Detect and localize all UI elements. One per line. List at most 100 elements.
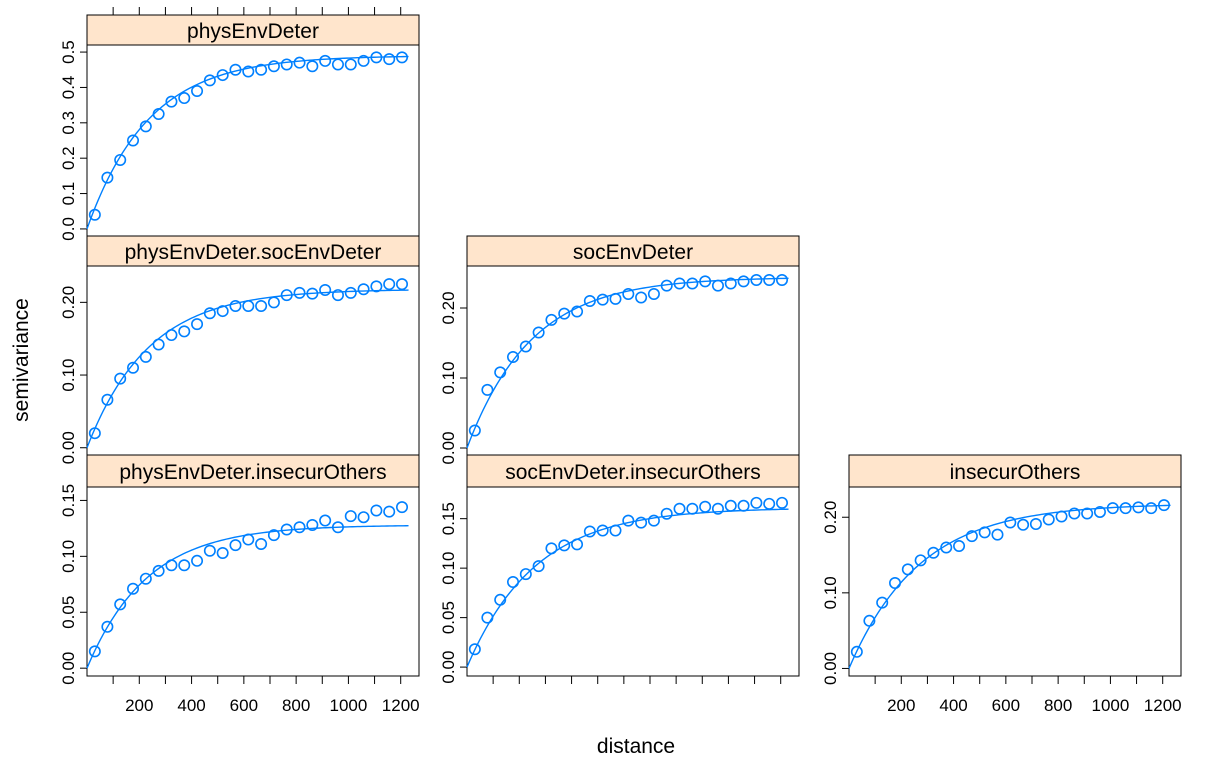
panel-title: physEnvDeter xyxy=(187,20,319,43)
data-point xyxy=(319,54,332,67)
data-point xyxy=(481,383,494,396)
data-point xyxy=(1055,510,1068,523)
model-line xyxy=(466,508,789,668)
data-point xyxy=(191,84,204,97)
data-point xyxy=(978,526,991,539)
data-point xyxy=(901,563,914,576)
data-point xyxy=(596,293,609,306)
data-point xyxy=(737,275,750,288)
data-point xyxy=(127,582,140,595)
panel-3: physEnvDeter.insecurOthers 0.00 0.05 0.10 0.… xyxy=(59,454,420,715)
data-point xyxy=(267,296,280,309)
data-point xyxy=(750,273,763,286)
panel-0: physEnvDeter 0.0 0.1 0.2 0.3 0.4 0.5 xyxy=(59,7,420,241)
y-tick-label: 0.15 xyxy=(59,484,78,517)
data-point xyxy=(558,539,571,552)
data-point xyxy=(383,278,396,291)
data-point xyxy=(673,277,686,290)
data-point xyxy=(127,361,140,374)
data-point xyxy=(344,286,357,299)
data-point xyxy=(863,614,876,627)
data-point xyxy=(1068,507,1081,520)
data-point xyxy=(370,280,383,293)
data-point xyxy=(242,299,255,312)
panel-title: physEnvDeter.socEnvDeter xyxy=(125,241,382,264)
y-tick-label: 0.3 xyxy=(59,111,78,135)
y-tick-label: 0.10 xyxy=(439,552,458,585)
model-line xyxy=(86,525,409,669)
data-point xyxy=(737,499,750,512)
data-point xyxy=(583,525,596,538)
model-line xyxy=(466,277,789,449)
panel-frame xyxy=(466,486,800,677)
data-point xyxy=(763,497,776,510)
data-point xyxy=(139,350,152,363)
data-point xyxy=(1158,499,1171,512)
data-point xyxy=(203,544,216,557)
panel-5: insecurOthers 0.00 0.10 0.20 200 400 600 800 100… xyxy=(821,454,1182,715)
data-point xyxy=(519,568,532,581)
data-point xyxy=(101,171,114,184)
data-point xyxy=(88,645,101,658)
x-tick-label: 1000 xyxy=(1092,696,1130,715)
data-point xyxy=(991,528,1004,541)
data-point xyxy=(571,305,584,318)
data-point xyxy=(88,427,101,440)
data-point xyxy=(622,287,635,300)
data-point xyxy=(165,95,178,108)
data-point xyxy=(331,521,344,534)
data-point xyxy=(647,514,660,527)
data-point xyxy=(203,307,216,320)
data-point xyxy=(319,514,332,527)
data-point xyxy=(139,120,152,133)
data-point xyxy=(673,502,686,515)
panels: physEnvDeter0.00.10.20.30.40.5physEnvDet… xyxy=(59,7,1182,715)
x-tick-label: 1200 xyxy=(382,696,420,715)
y-tick-label: 0.10 xyxy=(821,576,840,609)
model-line xyxy=(848,504,1171,669)
data-point xyxy=(940,541,953,554)
data-point xyxy=(383,505,396,518)
x-tick-label: 800 xyxy=(282,696,310,715)
y-tick-label: 0.05 xyxy=(439,601,458,634)
data-point xyxy=(370,51,383,64)
panel-title: insecurOthers xyxy=(950,461,1081,484)
data-point xyxy=(711,502,724,515)
data-point xyxy=(532,326,545,339)
panel-strip xyxy=(466,235,800,267)
data-point xyxy=(622,514,635,527)
data-point xyxy=(267,529,280,542)
data-point xyxy=(545,313,558,326)
data-point xyxy=(127,134,140,147)
panel-frame xyxy=(86,486,420,677)
data-point xyxy=(1119,502,1132,515)
x-tick-label: 200 xyxy=(125,696,153,715)
data-point xyxy=(229,539,242,552)
data-point xyxy=(686,502,699,515)
data-point xyxy=(660,279,673,292)
y-tick-label: 0.1 xyxy=(59,182,78,206)
data-point xyxy=(383,53,396,66)
data-point xyxy=(178,92,191,105)
data-point xyxy=(267,60,280,73)
data-point xyxy=(216,69,229,82)
data-point xyxy=(178,559,191,572)
y-tick-label: 0.00 xyxy=(59,652,78,685)
data-point xyxy=(571,538,584,551)
y-axis-label: semivariance xyxy=(10,298,33,422)
data-point xyxy=(647,287,660,300)
x-tick-label: 600 xyxy=(992,696,1020,715)
data-point xyxy=(660,507,673,520)
data-point xyxy=(776,273,789,286)
data-point xyxy=(507,350,520,363)
data-point xyxy=(635,516,648,529)
data-point xyxy=(686,277,699,290)
y-tick-label: 0.15 xyxy=(439,502,458,535)
data-point xyxy=(1004,516,1017,529)
data-point xyxy=(101,620,114,633)
panel-strip xyxy=(466,454,800,488)
data-point xyxy=(88,208,101,221)
data-point xyxy=(724,499,737,512)
data-point xyxy=(396,501,409,514)
data-point xyxy=(699,275,712,288)
